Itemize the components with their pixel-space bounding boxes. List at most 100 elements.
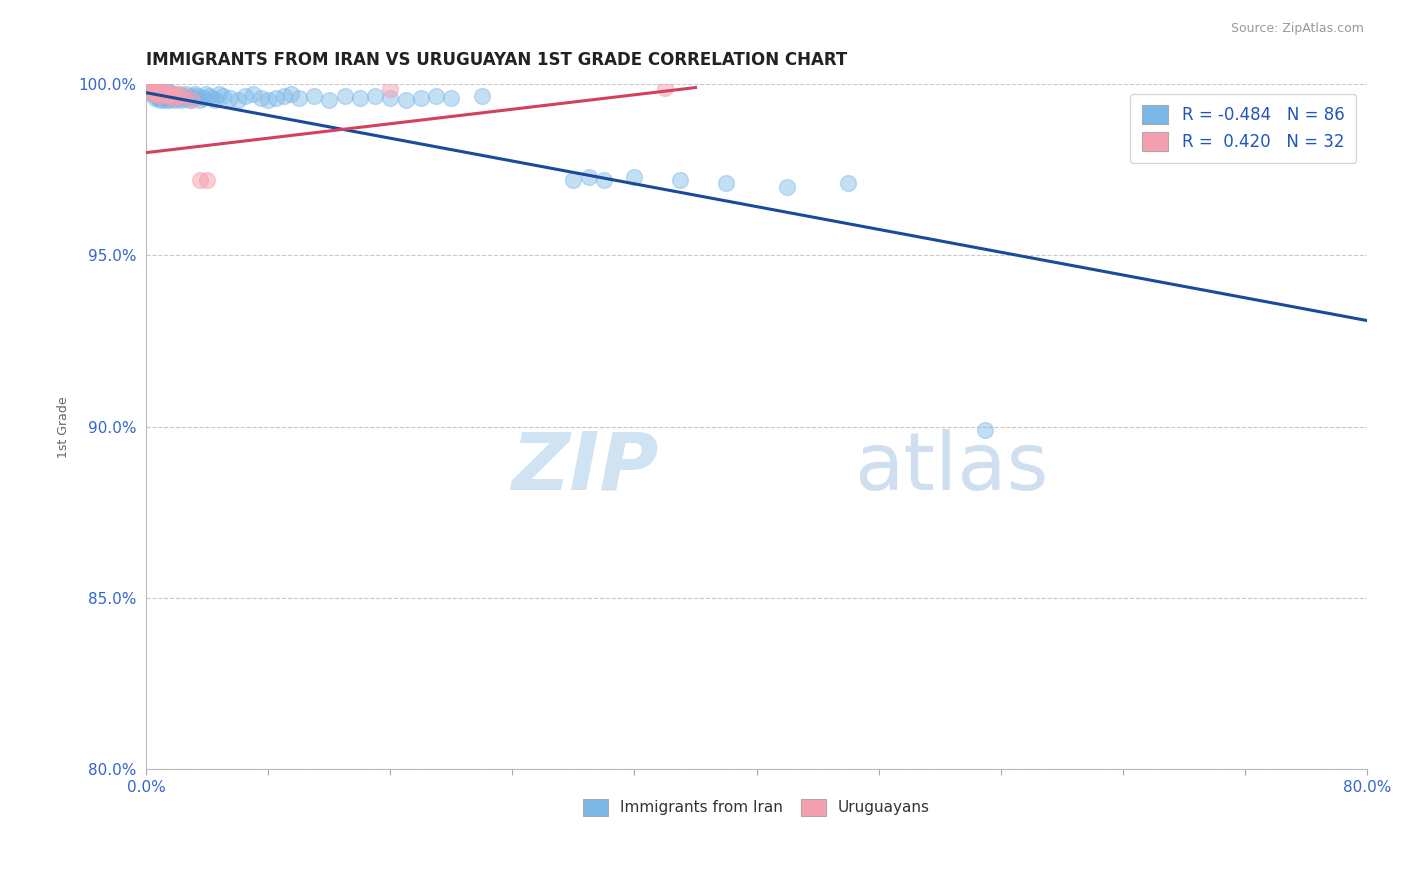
Point <box>148 87 170 102</box>
Text: ZIP: ZIP <box>512 429 659 507</box>
Point <box>562 173 585 187</box>
Point <box>156 84 179 98</box>
Point <box>264 91 287 105</box>
Point <box>145 86 167 100</box>
Point <box>173 89 195 103</box>
Point <box>163 91 186 105</box>
Point <box>169 89 191 103</box>
Point <box>172 91 194 105</box>
Point <box>669 173 692 187</box>
Point <box>149 86 172 100</box>
Point <box>181 93 204 107</box>
Point <box>288 91 311 105</box>
Point <box>654 80 676 95</box>
Point <box>145 91 167 105</box>
Point <box>160 89 183 103</box>
Point <box>150 86 173 100</box>
Point <box>425 89 447 103</box>
Point <box>157 87 180 102</box>
Point <box>159 91 181 105</box>
Point <box>226 93 249 107</box>
Point <box>153 87 176 102</box>
Point <box>152 80 174 95</box>
Point <box>776 180 799 194</box>
Point <box>197 89 219 103</box>
Point <box>208 87 231 102</box>
Point <box>177 93 200 107</box>
Point <box>150 82 173 96</box>
Point <box>170 93 193 107</box>
Point <box>156 89 179 103</box>
Point <box>166 87 188 102</box>
Point <box>146 84 169 98</box>
Point <box>139 84 162 98</box>
Point <box>153 86 176 100</box>
Point <box>471 89 494 103</box>
Point <box>149 84 172 98</box>
Point <box>141 80 163 95</box>
Point <box>169 87 191 102</box>
Point <box>837 177 859 191</box>
Point <box>149 93 172 107</box>
Point <box>273 89 295 103</box>
Point <box>280 87 302 102</box>
Point <box>349 91 371 105</box>
Point <box>152 84 174 98</box>
Point <box>160 89 183 103</box>
Point <box>142 84 165 98</box>
Point <box>156 89 179 103</box>
Point <box>146 80 169 95</box>
Y-axis label: 1st Grade: 1st Grade <box>58 396 70 458</box>
Point <box>152 87 174 102</box>
Point <box>593 173 616 187</box>
Point <box>184 87 207 102</box>
Point <box>194 87 217 102</box>
Point <box>146 89 169 103</box>
Point <box>249 91 271 105</box>
Point <box>333 89 356 103</box>
Point <box>139 82 162 96</box>
Point <box>318 93 340 107</box>
Point <box>142 86 165 100</box>
Point <box>149 89 172 103</box>
Point <box>157 86 180 100</box>
Point <box>146 86 169 100</box>
Point <box>163 87 186 102</box>
Point <box>157 93 180 107</box>
Point <box>159 87 181 102</box>
Point <box>211 89 233 103</box>
Point <box>242 87 264 102</box>
Point <box>165 93 187 107</box>
Point <box>145 82 167 96</box>
Point <box>394 93 416 107</box>
Point <box>148 87 170 102</box>
Point <box>183 91 205 105</box>
Point <box>181 89 204 103</box>
Point <box>141 86 163 100</box>
Point <box>257 93 280 107</box>
Point <box>173 89 195 103</box>
Point <box>380 91 402 105</box>
Point <box>195 173 218 187</box>
Point <box>155 91 177 105</box>
Point <box>148 82 170 96</box>
Point <box>159 86 181 100</box>
Point <box>176 91 198 105</box>
Point <box>155 87 177 102</box>
Point <box>142 78 165 93</box>
Point <box>714 177 737 191</box>
Point <box>153 93 176 107</box>
Point <box>623 169 645 184</box>
Point <box>440 91 463 105</box>
Point <box>145 82 167 96</box>
Point <box>302 89 325 103</box>
Point <box>167 89 190 103</box>
Point <box>201 91 224 105</box>
Point <box>142 80 165 95</box>
Point <box>146 80 169 95</box>
Point <box>149 84 172 98</box>
Point <box>148 91 170 105</box>
Point <box>578 169 600 184</box>
Point <box>148 82 170 96</box>
Point <box>364 89 387 103</box>
